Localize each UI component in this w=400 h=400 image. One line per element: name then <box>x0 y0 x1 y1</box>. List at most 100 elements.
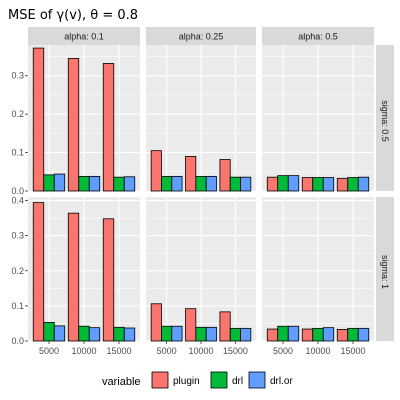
panel-sigma-1-alpha-0-1 <box>28 197 140 342</box>
panel-sigma-1-alpha-0-25 <box>146 197 256 342</box>
bar-plugin-5000 <box>32 47 45 192</box>
bar-drl-or-10000 <box>205 326 217 342</box>
x-tick-label: 5000 <box>157 346 177 356</box>
bar-drl-or-10000 <box>322 327 335 342</box>
bar-plugin-15000 <box>336 177 349 192</box>
bar-drl-or-5000 <box>287 325 300 342</box>
bar-drl-or-10000 <box>88 327 101 342</box>
y-tick-label: 0.3 <box>11 71 24 81</box>
bar-drl-or-5000 <box>287 175 300 192</box>
legend-key-plugin <box>151 371 169 389</box>
x-tick-label: 15000 <box>106 346 131 356</box>
bar-drl-or-15000 <box>240 176 252 192</box>
bar-drl-10000 <box>195 175 207 192</box>
bar-drl-or-10000 <box>205 175 217 192</box>
x-tick-label: 10000 <box>305 346 330 356</box>
legend: variable plugin drl drl.or <box>102 371 293 389</box>
bar-plugin-10000 <box>67 58 80 192</box>
bar-drl-15000 <box>229 176 241 192</box>
bar-drl-15000 <box>113 176 125 192</box>
bar-drl-10000 <box>195 326 207 342</box>
bar-drl-or-5000 <box>53 173 66 192</box>
panel-sigma-0-5-alpha-0-5 <box>262 45 374 192</box>
y-tick-label: 0.0 <box>11 186 24 196</box>
y-tick-label: 0.0 <box>11 336 24 346</box>
bar-plugin-15000 <box>336 329 349 342</box>
bar-drl-or-10000 <box>322 177 335 192</box>
bar-plugin-5000 <box>32 202 45 342</box>
chart-title: MSE of γ(v), θ = 0.8 <box>8 8 138 23</box>
bar-plugin-10000 <box>301 328 314 342</box>
y-tick-label: 0.2 <box>11 266 24 276</box>
bar-plugin-15000 <box>102 218 115 342</box>
bar-drl-15000 <box>347 177 359 192</box>
bar-drl-10000 <box>78 175 90 192</box>
bar-plugin-10000 <box>185 308 197 342</box>
strip-label-sigma-0-5: sigma: 0.5 <box>380 100 390 142</box>
strip-sigma-1 <box>376 197 394 341</box>
bar-plugin-10000 <box>185 156 197 192</box>
strip-alpha-0-5 <box>262 27 374 45</box>
panel-sigma-0-5-alpha-0-25 <box>146 45 256 192</box>
bar-drl-5000 <box>43 321 55 342</box>
bar-plugin-15000 <box>219 159 231 192</box>
x-tick-label: 10000 <box>188 346 213 356</box>
panel-sigma-1-alpha-0-5 <box>262 197 374 342</box>
x-tick-label: 15000 <box>223 346 248 356</box>
bar-drl-10000 <box>312 177 324 192</box>
bar-drl-15000 <box>347 327 359 342</box>
strip-label-alpha-0-1: alpha: 0.1 <box>64 32 104 42</box>
bar-plugin-5000 <box>266 328 279 342</box>
bar-drl-or-15000 <box>123 176 136 192</box>
bar-drl-or-15000 <box>123 327 136 342</box>
x-tick-label: 5000 <box>39 346 59 356</box>
bar-drl-5000 <box>277 325 289 342</box>
panel-sigma-0-5-alpha-0-1 <box>28 45 140 192</box>
facet-panels: alpha: 0.1 alpha: 0.25 alpha: 0.5 sigma: 0.… <box>11 27 394 356</box>
bar-plugin-10000 <box>301 177 314 192</box>
bar-drl-5000 <box>161 325 173 342</box>
bar-drl-or-5000 <box>171 325 183 342</box>
bar-drl-10000 <box>78 325 90 342</box>
strip-label-sigma-1: sigma: 1 <box>380 255 390 289</box>
bar-drl-or-15000 <box>357 327 370 342</box>
bar-drl-15000 <box>229 327 241 342</box>
bar-plugin-5000 <box>150 303 162 342</box>
x-tick-label: 5000 <box>273 346 293 356</box>
y-tick-label: 0.4 <box>11 196 24 206</box>
y-tick-label: 0.1 <box>11 301 24 311</box>
bar-drl-or-5000 <box>171 175 183 192</box>
strip-label-alpha-0-25: alpha: 0.25 <box>179 32 224 42</box>
y-tick-label: 0.1 <box>11 148 24 158</box>
bar-drl-or-15000 <box>357 176 370 192</box>
strip-sigma-0-5 <box>376 45 394 191</box>
legend-label-drl-or: drl.or <box>270 376 293 387</box>
bar-drl-5000 <box>43 174 55 192</box>
bar-drl-or-5000 <box>53 325 66 342</box>
bar-plugin-10000 <box>67 212 80 342</box>
bar-drl-5000 <box>161 175 173 192</box>
bar-plugin-5000 <box>266 176 279 192</box>
bar-drl-5000 <box>277 175 289 192</box>
strip-label-alpha-0-5: alpha: 0.5 <box>298 32 338 42</box>
strip-alpha-0-25 <box>146 27 256 45</box>
y-tick-label: 0.3 <box>11 231 24 241</box>
x-tick-label: 10000 <box>71 346 96 356</box>
bar-plugin-15000 <box>219 311 231 342</box>
bar-drl-or-15000 <box>240 327 252 342</box>
legend-key-drl <box>210 371 228 389</box>
x-tick-label: 15000 <box>340 346 365 356</box>
strip-alpha-0-1 <box>28 27 140 45</box>
bar-plugin-15000 <box>102 63 115 192</box>
legend-key-drl-or <box>248 371 266 389</box>
bar-drl-10000 <box>312 327 324 342</box>
bar-drl-15000 <box>113 326 125 342</box>
legend-label-drl: drl <box>232 376 243 387</box>
bar-drl-or-10000 <box>88 175 101 192</box>
legend-title: variable <box>102 376 141 388</box>
y-tick-label: 0.2 <box>11 109 24 119</box>
bar-plugin-5000 <box>150 150 162 192</box>
legend-label-plugin: plugin <box>173 376 200 387</box>
